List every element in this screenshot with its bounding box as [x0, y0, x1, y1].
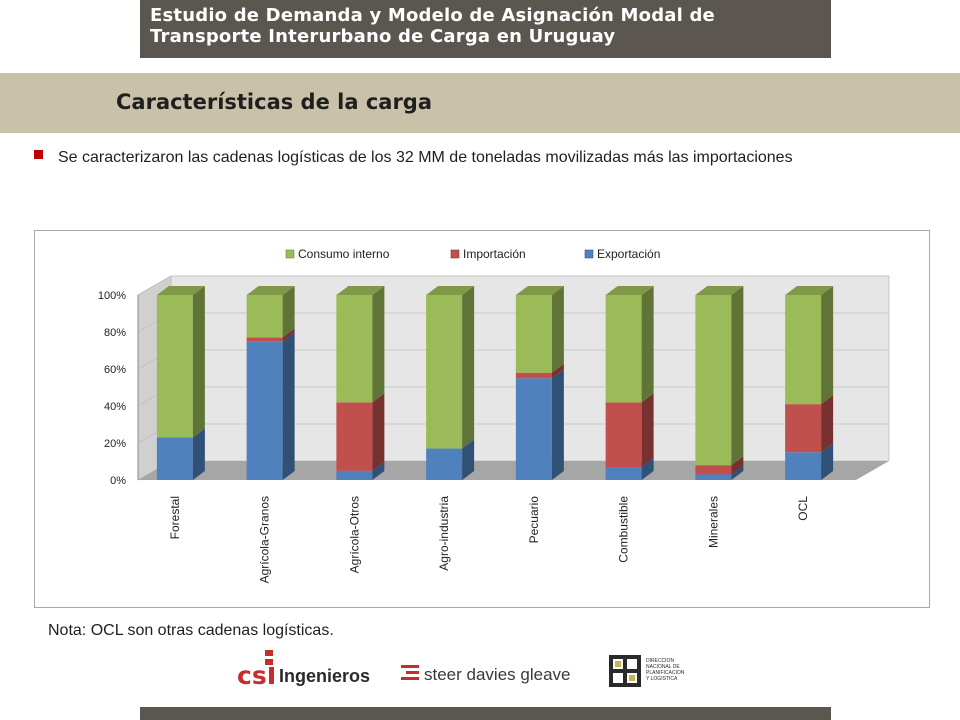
category-label: OCL	[796, 496, 810, 521]
bar-agro-industria-consumo-interno	[426, 295, 463, 449]
bar-pecuario-importacion	[515, 372, 552, 379]
bar-agricola-otros-consumo-interno-side	[372, 286, 385, 403]
bar-agricola-otros-consumo-interno	[336, 295, 373, 403]
x-axis: Forestal Agrícola-Granos Agrícola-Otros Agr…	[168, 496, 810, 584]
y-tick-label: 0%	[110, 475, 126, 487]
bar-pecuario-consumo-interno	[515, 295, 552, 373]
bar-agricola-granos-consumo-interno	[246, 295, 283, 338]
bar-ocl-exportacion	[785, 452, 822, 480]
mtop-logo: DIRECCION NACIONAL DE PLANIFICACION Y LO…	[609, 655, 686, 687]
bar-pecuario-consumo-interno-top	[515, 286, 564, 295]
bar-forestal-exportacion-side	[192, 428, 205, 480]
sdg-logo-text: steer davies gleave	[424, 665, 570, 684]
bar-combustible-exportacion	[605, 467, 642, 480]
bar-agro-industria-consumo-interno-side	[462, 286, 475, 449]
category-label: Agrícola-Granos	[258, 496, 272, 583]
bar-combustible-importacion	[605, 402, 642, 468]
banner-line-2: Transporte Interurbano de Carga en Urugu…	[150, 26, 616, 47]
title-banner: Estudio de Demanda y Modelo de Asignació…	[140, 0, 831, 58]
bar-ocl-consumo-interno	[785, 295, 822, 405]
bar-forestal-consumo-interno-top	[156, 286, 205, 295]
category-label: Agro-industria	[437, 496, 451, 571]
legend-swatch-importacion	[450, 249, 460, 259]
bar-agricola-granos-consumo-interno-side	[282, 286, 295, 338]
bar-combustible-exportacion-side	[641, 458, 654, 480]
bar-forestal-consumo-interno	[156, 295, 193, 438]
bar-minerales-importacion	[695, 465, 732, 475]
bar-agricola-granos-importacion	[246, 337, 283, 342]
bullet-square-icon	[34, 150, 43, 159]
footer-bar	[140, 707, 831, 720]
bar-agricola-granos-importacion-side	[282, 328, 295, 342]
bar-combustible-importacion-side	[641, 393, 654, 468]
y-tick-label: 60%	[104, 364, 126, 376]
bar-agricola-otros-exportacion-side	[372, 461, 385, 480]
csi-ingenieros-logo: cs Ingenieros	[237, 650, 370, 688]
category-label: Minerales	[706, 496, 720, 548]
chart-note: Nota: OCL son otras cadenas logísticas.	[48, 622, 334, 639]
legend-label-exportacion: Exportación	[597, 247, 660, 261]
svg-text:DIRECCION NACIONAL DE: DIRECCION NACIONAL DE PLANIFICACION Y LO…	[646, 658, 686, 682]
section-title: Características de la carga	[116, 90, 433, 114]
bar-minerales-exportacion-side	[731, 465, 744, 480]
bar-ocl-consumo-interno-side	[821, 286, 834, 405]
stacked-bar-chart: Consumo interno Importación Exportación 0%…	[98, 247, 890, 584]
bar-agro-industria-exportacion-side	[462, 439, 475, 480]
bar-ocl-exportacion-side	[821, 443, 834, 480]
bar-agricola-otros-importacion-side	[372, 393, 385, 471]
bar-minerales-consumo-interno-top	[695, 286, 744, 295]
bar-forestal-exportacion	[156, 437, 193, 480]
bar-pecuario-importacion-side	[551, 363, 564, 379]
bar-agro-industria-exportacion	[426, 448, 463, 480]
bar-agricola-granos-consumo-interno-top	[246, 286, 295, 295]
legend-label-consumo-interno: Consumo interno	[298, 247, 390, 261]
y-tick-label: 80%	[104, 327, 126, 339]
bar-combustible-consumo-interno	[605, 295, 642, 403]
bar-agricola-otros-exportacion	[336, 470, 373, 480]
bar-ocl-importacion	[785, 404, 822, 453]
legend-label-importacion: Importación	[463, 247, 526, 261]
bar-combustible-consumo-interno-top	[605, 286, 654, 295]
bar-minerales-consumo-interno-side	[731, 286, 744, 466]
bullet-text: Se caracterizaron las cadenas logísticas…	[58, 149, 793, 166]
legend-swatch-exportacion	[584, 249, 594, 259]
category-label: Combustible	[617, 496, 631, 563]
bar-ocl-consumo-interno-top	[785, 286, 834, 295]
category-label: Forestal	[168, 496, 182, 539]
chart-legend: Consumo interno Importación Exportación	[285, 247, 660, 261]
y-tick-label: 20%	[104, 438, 126, 450]
chart-frame: Consumo interno Importación Exportación 0%…	[34, 230, 930, 608]
bar-pecuario-exportacion-side	[551, 369, 564, 480]
bar-minerales-importacion-side	[731, 456, 744, 475]
bar-agricola-otros-consumo-interno-top	[336, 286, 385, 295]
bar-agro-industria-consumo-interno-top	[426, 286, 475, 295]
svg-text:cs: cs	[237, 661, 267, 688]
section-header: Características de la carga	[0, 73, 960, 133]
banner-line-1: Estudio de Demanda y Modelo de Asignació…	[150, 5, 715, 26]
csi-logo-text: Ingenieros	[279, 666, 370, 686]
y-tick-label: 100%	[98, 290, 126, 302]
bar-forestal-consumo-interno-side	[192, 286, 205, 438]
bars	[156, 286, 834, 480]
bullet-item: Se caracterizaron las cadenas logísticas…	[34, 144, 926, 172]
bar-agricola-granos-exportacion-side	[282, 332, 295, 480]
bar-combustible-consumo-interno-side	[641, 286, 654, 403]
bar-agricola-granos-exportacion	[246, 341, 283, 480]
steer-davies-gleave-logo: steer davies gleave	[401, 665, 570, 684]
legend-swatch-consumo-interno	[285, 249, 295, 259]
bar-minerales-consumo-interno	[695, 295, 732, 466]
bar-ocl-importacion-side	[821, 395, 834, 453]
category-label: Pecuario	[527, 496, 541, 544]
bar-agricola-otros-importacion	[336, 402, 373, 471]
y-tick-label: 40%	[104, 401, 126, 413]
bar-pecuario-exportacion	[515, 378, 552, 480]
bar-pecuario-consumo-interno-side	[551, 286, 564, 373]
category-label: Agrícola-Otros	[347, 496, 361, 573]
bar-minerales-exportacion	[695, 474, 732, 480]
gridline-side	[137, 275, 172, 296]
